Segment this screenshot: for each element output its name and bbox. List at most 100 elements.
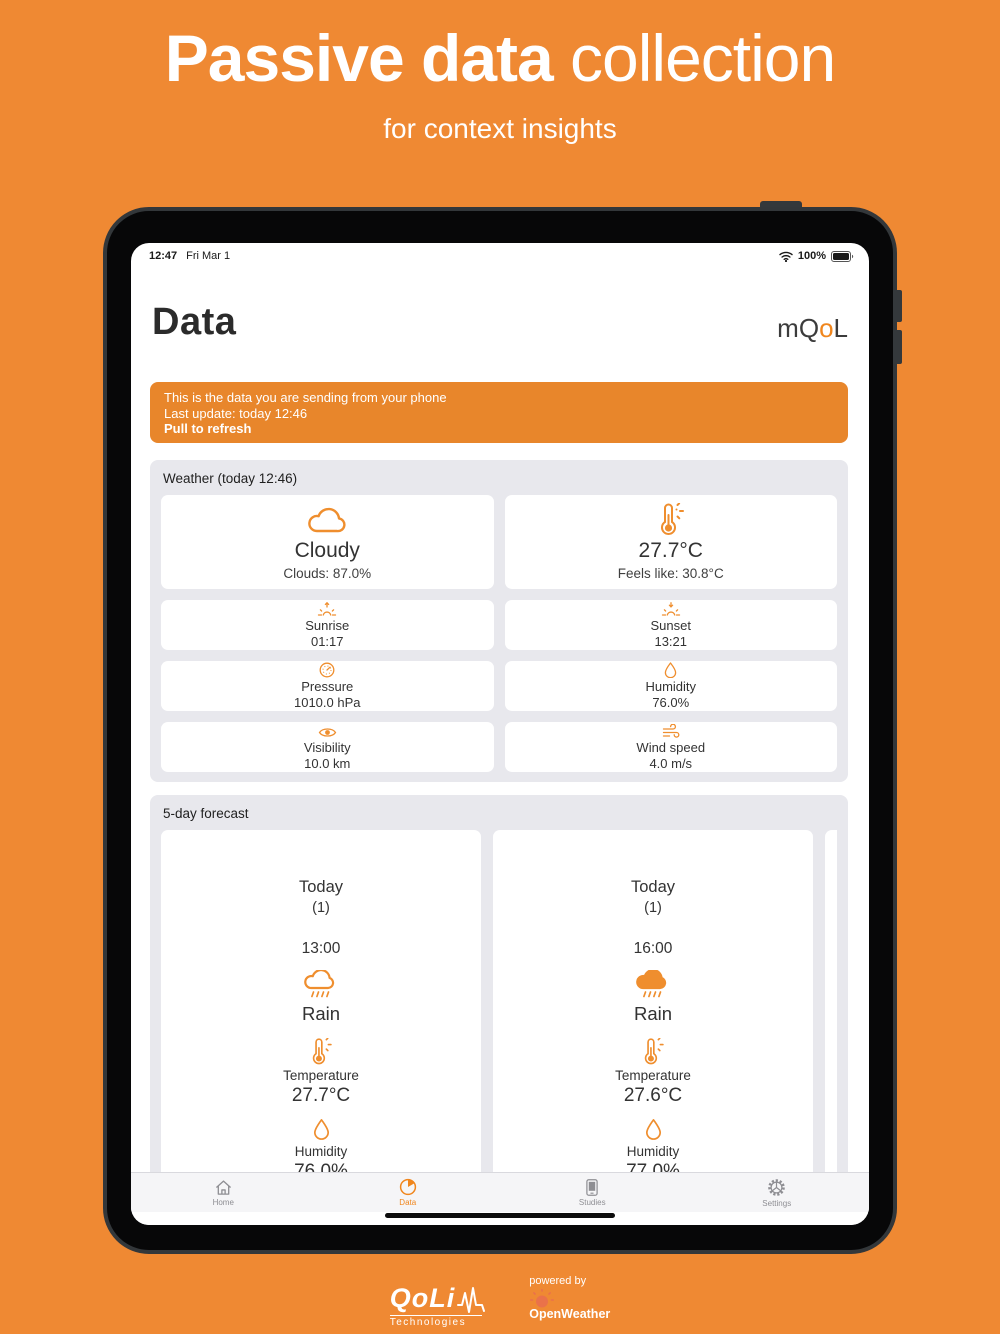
pressure-gauge-icon <box>319 662 335 678</box>
forecast-condition: Rain <box>633 1003 673 1024</box>
pulse-waveform-icon <box>457 1284 491 1314</box>
forecast-humidity-label: Humidity <box>294 1144 348 1159</box>
powered-by-label: powered by <box>529 1275 587 1287</box>
cloud-icon <box>306 503 348 537</box>
home-indicator[interactable] <box>385 1213 615 1218</box>
sunset-icon <box>661 602 681 617</box>
qolife-logo: QoLi Technologies <box>389 1275 492 1328</box>
humidity-label: Humidity <box>645 679 697 694</box>
hero-title: Passive data collection <box>0 22 1000 95</box>
banner-pull-to-refresh: Pull to refresh <box>164 421 252 436</box>
visibility-card: Visibility 10.0 km <box>161 722 494 772</box>
hero: Passive data collection for context insi… <box>0 0 1000 145</box>
banner-line2: Last update: today 12:46 <box>164 405 308 421</box>
openweather-label: OpenWeather <box>529 1307 611 1321</box>
rain-cloud-filled-icon <box>493 970 813 1002</box>
sunset-value: 13:21 <box>654 634 688 649</box>
wind-value: 4.0 m/s <box>649 756 693 771</box>
forecast-temp-label: Temperature <box>283 1068 359 1083</box>
rain-cloud-outline-icon <box>161 970 481 1002</box>
pie-chart-icon <box>399 1178 417 1196</box>
pressure-label: Pressure <box>301 679 354 694</box>
openweather-sun-icon <box>529 1289 555 1311</box>
forecast-card-13-00: Today (1) 13:00 Rain Temperature 27.7°C <box>161 830 481 1215</box>
tab-data[interactable]: Data <box>316 1173 501 1212</box>
tab-data-label: Data <box>399 1198 417 1207</box>
humidity-drop-icon <box>161 1118 481 1142</box>
forecast-day-index: (1) <box>312 900 330 916</box>
hero-title-light: collection <box>552 21 836 95</box>
thermometer-sun-icon <box>493 1038 813 1066</box>
visibility-value: 10.0 km <box>304 756 351 771</box>
weather-temperature-card: 27.7°C Feels like: 30.8°C <box>504 495 837 589</box>
wind-card: Wind speed 4.0 m/s <box>504 722 837 772</box>
wind-icon <box>662 724 680 739</box>
tablet-volume-up-button <box>893 290 902 322</box>
home-icon <box>214 1179 233 1196</box>
mqol-logo-prefix: mQ <box>777 313 820 343</box>
sunrise-value: 01:17 <box>310 634 344 649</box>
weather-detail-grid: Sunrise 01:17 Sunset 13:21 <box>161 600 837 772</box>
forecast-section: 5-day forecast Today (1) 13:00 Rain T <box>150 795 848 1215</box>
footer: QoLi Technologies powered by OpenWeather <box>0 1275 1000 1328</box>
tablet-power-button <box>760 201 802 211</box>
mqol-logo-accent: o <box>819 313 834 343</box>
forecast-day: Today <box>298 878 344 896</box>
forecast-card-partial <box>825 830 837 1215</box>
tab-settings-label: Settings <box>762 1198 792 1208</box>
app-header: Data mQoL <box>152 301 848 344</box>
forecast-time: 13:00 <box>301 940 341 957</box>
forecast-temp-label: Temperature <box>615 1068 691 1083</box>
humidity-drop-icon <box>493 1118 813 1142</box>
refresh-banner[interactable]: This is the data you are sending from yo… <box>150 382 848 443</box>
studies-phone-icon <box>585 1178 599 1196</box>
thermometer-sun-icon <box>656 503 686 537</box>
status-right: 100% <box>779 250 854 262</box>
tab-studies-label: Studies <box>578 1197 606 1207</box>
sunrise-icon <box>317 602 337 617</box>
status-time: 12:47 <box>149 250 178 262</box>
battery-percent: 100% <box>797 250 826 262</box>
forecast-day: Today <box>630 878 676 896</box>
pressure-value: 1010.0 hPa <box>293 695 361 710</box>
thermometer-sun-icon <box>161 1038 481 1066</box>
tab-settings[interactable]: Settings <box>685 1173 870 1212</box>
sunset-card: Sunset 13:21 <box>504 600 837 650</box>
hero-title-bold: Passive data <box>164 21 554 95</box>
tab-home[interactable]: Home <box>131 1173 316 1212</box>
tablet-frame: 12:47 Fri Mar 1 100% Data mQoL <box>103 207 897 1254</box>
weather-condition-card: Cloudy Clouds: 87.0% <box>161 495 494 589</box>
status-date: Fri Mar 1 <box>186 250 231 262</box>
tab-studies[interactable]: Studies <box>500 1173 685 1212</box>
forecast-card-row[interactable]: Today (1) 13:00 Rain Temperature 27.7°C <box>161 830 837 1215</box>
page-title: Data <box>152 301 237 343</box>
settings-gear-icon <box>767 1178 786 1197</box>
visibility-label: Visibility <box>303 740 351 755</box>
pressure-card: Pressure 1010.0 hPa <box>161 661 494 711</box>
tab-bar: Home Data Studies <box>131 1172 869 1212</box>
status-bar: 12:47 Fri Mar 1 100% <box>149 248 854 264</box>
sunrise-label: Sunrise <box>305 618 350 633</box>
tablet-screen: 12:47 Fri Mar 1 100% Data mQoL <box>131 243 869 1225</box>
sunset-label: Sunset <box>650 618 691 633</box>
mqol-logo-suffix: L <box>833 313 848 343</box>
forecast-card-16-00: Today (1) 16:00 Rain Temperature 27.6°C <box>493 830 813 1215</box>
condition-subtitle: Clouds: 87.0% <box>283 566 372 581</box>
feels-like: Feels like: 30.8°C <box>617 566 724 581</box>
weather-primary-row: Cloudy Clouds: 87.0% 27.7°C Feels like: … <box>161 495 837 589</box>
hero-subtitle: for context insights <box>383 112 617 144</box>
qolife-technologies-label: Technologies <box>389 1315 482 1328</box>
forecast-condition: Rain <box>301 1003 341 1024</box>
qolife-brand-text: QoLi <box>389 1283 456 1313</box>
status-left: 12:47 Fri Mar 1 <box>149 250 230 262</box>
weather-section-title: Weather (today 12:46) <box>163 471 298 486</box>
humidity-card: Humidity 76.0% <box>504 661 837 711</box>
forecast-day-index: (1) <box>644 900 662 916</box>
weather-section: Weather (today 12:46) Cloudy Clouds: 87.… <box>150 460 848 782</box>
forecast-temp-value: 27.6°C <box>623 1085 683 1106</box>
visibility-eye-icon <box>318 724 337 739</box>
battery-icon <box>831 250 854 262</box>
tab-bar-wrapper: Home Data Studies <box>131 1172 869 1225</box>
mqol-logo: mQoL <box>777 313 848 344</box>
